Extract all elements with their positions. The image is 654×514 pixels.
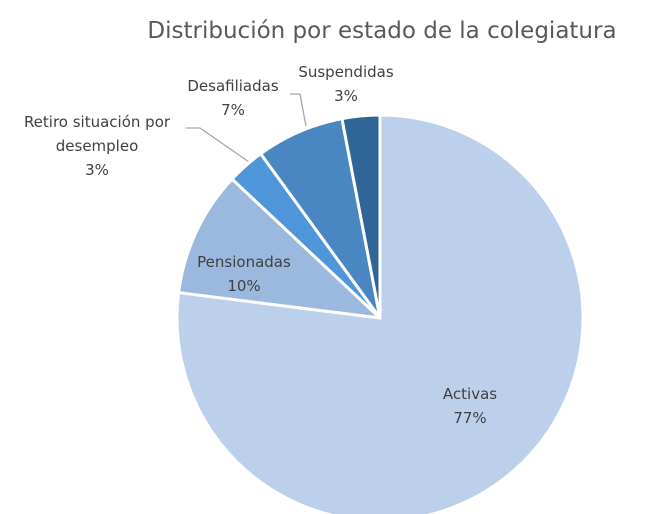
- value-label: 7%: [221, 101, 245, 119]
- pie-slice: [177, 177, 382, 320]
- leader-line: [186, 127, 250, 163]
- leader-lines: [186, 93, 307, 163]
- leader-line: [290, 93, 307, 127]
- data-label: Pensionadas 10%: [184, 250, 304, 298]
- value-label: 3%: [85, 161, 109, 179]
- data-label: Desafiliadas 7%: [173, 74, 293, 122]
- data-label: Activas 77%: [430, 382, 510, 430]
- pie-slice: [340, 113, 382, 320]
- category-label: Activas: [442, 385, 498, 403]
- category-label: Suspendidas: [298, 63, 394, 81]
- category-label: Desafiliadas: [187, 77, 279, 95]
- data-label: Suspendidas 3%: [286, 60, 406, 108]
- chart-title: Distribución por estado de la colegiatur…: [147, 18, 617, 44]
- data-label: Retiro situación por desempleo 3%: [10, 110, 185, 182]
- category-label: Pensionadas: [197, 253, 291, 271]
- value-label: 10%: [227, 277, 261, 295]
- category-label: Retiro situación por desempleo: [23, 113, 171, 155]
- value-label: 77%: [453, 409, 487, 427]
- value-label: 3%: [334, 87, 358, 105]
